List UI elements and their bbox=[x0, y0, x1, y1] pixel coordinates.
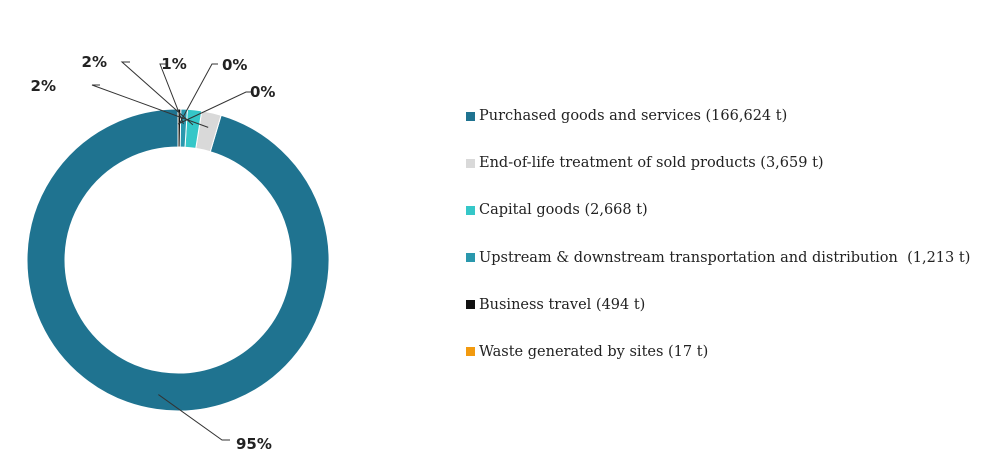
legend: Purchased goods and services (166,624 t)… bbox=[466, 104, 970, 387]
legend-swatch bbox=[466, 111, 475, 121]
legend-label: Capital goods (2,668 t) bbox=[479, 202, 648, 219]
legend-item-4: Upstream & downstream transportation and… bbox=[466, 246, 970, 270]
leader-line-1 bbox=[158, 394, 230, 441]
donut-slices bbox=[26, 108, 330, 412]
slice-1 bbox=[26, 108, 330, 412]
legend-swatch bbox=[466, 205, 475, 215]
legend-label: Purchased goods and services (166,624 t) bbox=[479, 108, 788, 124]
percent-label-5: 0% bbox=[222, 56, 247, 74]
legend-label: Business travel (494 t) bbox=[479, 296, 646, 313]
legend-swatch bbox=[466, 158, 475, 168]
leader-line-6 bbox=[177, 91, 252, 125]
leader-lines bbox=[91, 61, 252, 441]
percent-label-3: 2% bbox=[82, 53, 107, 71]
legend-label: Waste generated by sites (17 t) bbox=[479, 343, 709, 360]
legend-item-5: Business travel (494 t) bbox=[466, 293, 970, 317]
percent-label-2: 2% bbox=[31, 77, 56, 95]
legend-item-3: Capital goods (2,668 t) bbox=[466, 198, 970, 222]
percent-label-4: 1% bbox=[161, 55, 186, 73]
legend-item-1: Purchased goods and services (166,624 t) bbox=[466, 104, 970, 128]
legend-label: End-of-life treatment of sold products (… bbox=[479, 155, 824, 172]
legend-swatch bbox=[466, 347, 475, 357]
percent-labels: 95% 2% 2% 1% 0%0% bbox=[31, 53, 276, 453]
legend-swatch bbox=[466, 300, 475, 310]
leader-line-4 bbox=[159, 63, 184, 125]
legend-item-6: Waste generated by sites (17 t) bbox=[466, 340, 970, 364]
legend-item-2: End-of-life treatment of sold products (… bbox=[466, 151, 970, 175]
legend-swatch bbox=[466, 253, 475, 263]
percent-label-1: 95% bbox=[236, 435, 272, 453]
percent-label-6: 0% bbox=[250, 83, 275, 101]
legend-label: Upstream & downstream transportation and… bbox=[479, 249, 971, 266]
leader-line-3 bbox=[120, 61, 194, 126]
leader-line-5 bbox=[178, 63, 218, 125]
leader-line-2 bbox=[91, 84, 209, 128]
